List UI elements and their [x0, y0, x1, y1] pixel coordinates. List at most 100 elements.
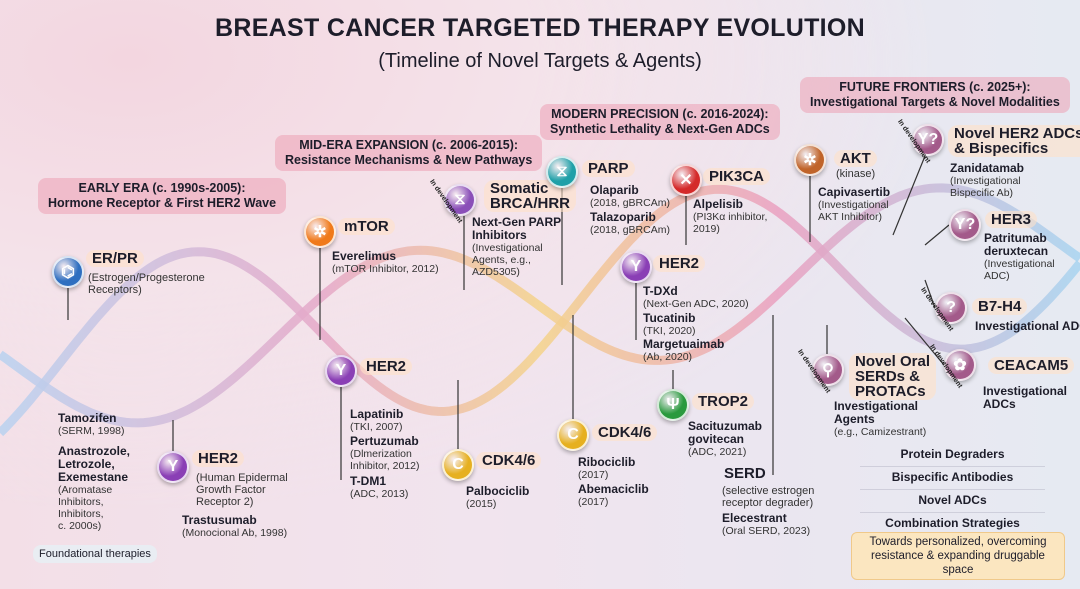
agent-name: Palbociclib	[466, 484, 530, 498]
receptor-icon: ✿	[944, 349, 976, 381]
modality-item: Protein Degraders	[860, 444, 1045, 467]
agent-name: Sacituzumab govitecan	[688, 419, 763, 446]
agent-entry: Zanidatamab (Investigational Bispecific A…	[950, 162, 1024, 200]
target-name: B7-H4	[972, 298, 1028, 315]
era-title: FUTURE FRONTIERS (c. 2025+):	[839, 80, 1031, 94]
connector-line	[892, 155, 926, 236]
agent-name: T-DM1	[350, 474, 386, 488]
target-name: PIK3CA	[703, 168, 771, 185]
agent-name: Abemaciclib	[578, 482, 649, 496]
modality-item: Combination Strategies	[885, 516, 1020, 530]
agent-detail: (Investigational Bispecific Ab)	[950, 175, 1021, 199]
agent-detail: (Monocional Ab, 1998)	[182, 527, 288, 539]
agent-name: Pertuzumab	[350, 434, 419, 448]
agent-detail: (2018, gBRCAm)	[590, 197, 670, 209]
agent-entry: Olaparib (2018, gBRCAm)	[590, 183, 670, 210]
degrader-icon: ⚲	[812, 354, 844, 386]
dna-mutation-icon: ✕	[670, 164, 702, 196]
target-description: (Human Epidermal Growth Factor Receptor …	[196, 472, 288, 508]
agent-entry: Everelimus (mTOR Inhibitor, 2012)	[332, 250, 439, 276]
agent-entry: Capivasertib (Investigational AKT Inhibit…	[818, 186, 890, 224]
era-subtitle: Hormone Receptor & First HER2 Wave	[48, 196, 277, 210]
page-subtitle: (Timeline of Novel Targets & Agents)	[378, 50, 702, 72]
target-name: SERD	[724, 465, 766, 482]
agent-detail: (2017)	[578, 496, 609, 508]
agent-entry: Margetuaimab (Ab, 2020)	[643, 337, 725, 364]
agent-name: Tamozifen	[58, 411, 117, 425]
network-icon: ✲	[794, 144, 826, 176]
agent-detail: (Investigational Agents, e.g., AZD5305)	[472, 242, 543, 278]
agent-detail: (SERM, 1998)	[58, 425, 125, 437]
agent-name: Elecestrant	[722, 511, 787, 525]
agent-detail: (TKI, 2020)	[643, 325, 696, 337]
target-description: (Estrogen/Progesterone Receptors)	[88, 272, 205, 296]
target-name: AKT	[834, 150, 877, 167]
antibody-question-icon: Y?	[949, 209, 981, 241]
target-name: CEACAM5	[988, 357, 1075, 374]
agent-name: Patritumab deruxtecan	[984, 231, 1049, 258]
question-icon: ?	[935, 292, 967, 324]
era-early: EARLY ERA (c. 1990s-2005): Hormone Recept…	[38, 178, 287, 214]
agent-detail: (2018, gBRCAm)	[590, 224, 670, 236]
agent-entry: Tucatinib (TKI, 2020)	[643, 311, 696, 338]
agent-name: Ribociclib	[578, 455, 636, 469]
agent-entry: Lapatinib (TKI, 2007)	[350, 408, 403, 434]
target-name: Novel HER2 ADCs & Bispecifics	[948, 125, 1080, 157]
agent-entry: Palbociclib (2015)	[466, 484, 530, 511]
target-name: HER3	[985, 211, 1038, 228]
agent-name: Tucatinib	[643, 311, 696, 325]
target-name: CDK4/6	[476, 452, 542, 469]
cell-cycle-icon: C	[557, 419, 589, 451]
agent-detail: (Investigational ADC)	[984, 258, 1055, 282]
agent-name: Talazoparib	[590, 210, 656, 224]
antibody-icon: Y	[157, 451, 189, 483]
target-description: (kinase)	[836, 168, 876, 180]
target-name: Novel Oral SERDs & PROTACs	[849, 353, 937, 400]
antibody-conjugate-icon: Ψ	[657, 389, 689, 421]
agent-entry: T-DM1 (ADC, 2013)	[350, 474, 409, 501]
era-modern: MODERN PRECISION (c. 2016-2024): Syntheti…	[540, 104, 780, 140]
era-title: MODERN PRECISION (c. 2016-2024):	[551, 107, 769, 121]
agent-entry: Sacituzumab govitecan (ADC, 2021)	[688, 419, 763, 459]
era-title: MID-ERA EXPANSION (c. 2006-2015):	[299, 138, 519, 152]
agent-entry: Tamozifen (SERM, 1998)	[58, 411, 125, 438]
agent-name: Margetuaimab	[643, 337, 725, 351]
agent-detail: (2017)	[578, 469, 609, 481]
era-subtitle: Investigational Targets & Novel Modaliti…	[810, 95, 1060, 109]
agent-entry: Investigational ADCs	[975, 320, 1080, 333]
target-name: CDK4/6	[592, 424, 658, 441]
modality-item: Bispecific Antibodies	[860, 467, 1045, 490]
agent-detail: (Ab, 2020)	[643, 351, 693, 363]
agent-entry: Anastrozole, Letrozole, Exemestane (Aroma…	[58, 444, 131, 533]
target-name: PARP	[582, 160, 635, 177]
agent-entry: Trastusumab (Monocional Ab, 1998)	[182, 514, 288, 540]
connector-line	[924, 224, 950, 246]
agent-detail: (2015)	[466, 498, 497, 510]
connector-line	[904, 317, 945, 366]
foundational-therapies-label: Foundational therapies	[33, 545, 157, 563]
target-description: (selective estrogen receptor degrader)	[722, 485, 815, 509]
antibody-icon: Y	[325, 355, 357, 387]
target-name: ER/PR	[86, 250, 144, 267]
hormone-receptor-icon: ⌬	[52, 256, 84, 288]
antibody-icon: Y	[620, 251, 652, 283]
modality-list: Protein Degraders Bispecific Antibodies …	[860, 444, 1045, 535]
agent-name: Anastrozole, Letrozole, Exemestane	[58, 444, 131, 484]
agent-entry: Patritumab deruxtecan (Investigational AD…	[984, 231, 1055, 283]
agent-name: Next-Gen PARP Inhibitors	[472, 215, 562, 242]
agent-entry: Pertuzumab (Dlmerization Inhibitor, 2012)	[350, 434, 419, 473]
agent-name: Investigational ADCs	[983, 384, 1068, 411]
agent-detail: (ADC, 2021)	[688, 446, 747, 458]
target-name: HER2	[360, 358, 413, 375]
connector-line	[924, 279, 936, 309]
agent-name: Olaparib	[590, 183, 639, 197]
footer-note: Towards personalized, overcoming resista…	[851, 532, 1065, 580]
agent-entry: Investigational Agents (e.g., Camizestran…	[834, 400, 926, 439]
agent-entry: Elecestrant (Oral SERD, 2023)	[722, 511, 810, 538]
agent-entry: Ribociclib (2017)	[578, 455, 636, 482]
agent-detail: (Next-Gen ADC, 2020)	[643, 298, 749, 310]
target-name: HER2	[192, 450, 245, 467]
target-name: TROP2	[692, 393, 755, 410]
agent-detail: (ADC, 2013)	[350, 488, 409, 500]
